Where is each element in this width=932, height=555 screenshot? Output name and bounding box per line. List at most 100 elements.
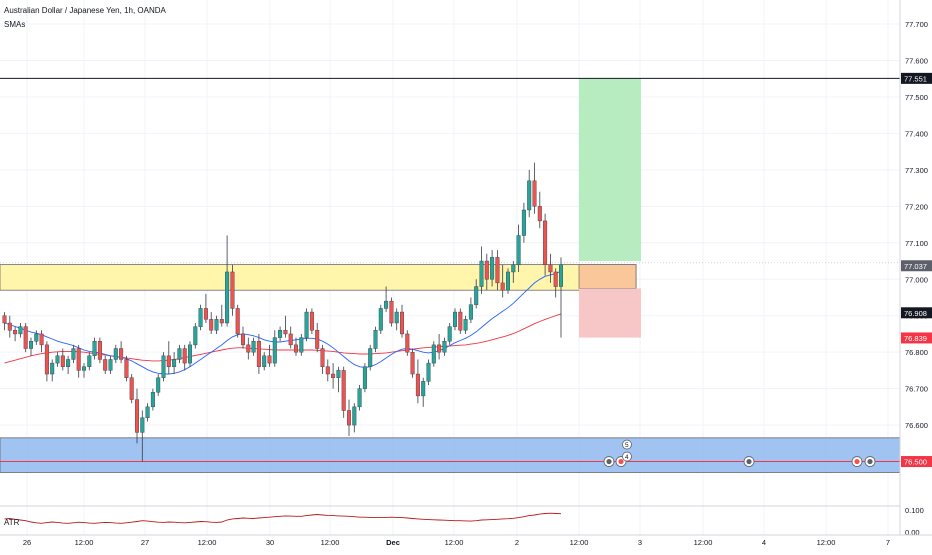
candle bbox=[559, 257, 564, 338]
candle bbox=[124, 355, 129, 382]
candle bbox=[378, 304, 383, 334]
time-tick-label: 7 bbox=[886, 538, 890, 547]
price-badge-box bbox=[901, 456, 932, 468]
candle-body bbox=[415, 373, 420, 397]
atr-legend[interactable]: ATR bbox=[4, 518, 20, 527]
candle bbox=[447, 323, 452, 345]
candle bbox=[225, 235, 230, 327]
candle bbox=[50, 359, 55, 382]
candle bbox=[521, 202, 526, 243]
candle-body bbox=[495, 257, 500, 284]
candle-body bbox=[362, 366, 367, 389]
price-badge-box bbox=[901, 307, 932, 319]
event-count-circle bbox=[622, 451, 632, 462]
price-badge: 76.908 bbox=[901, 307, 932, 319]
candle bbox=[240, 326, 245, 349]
price-badge-label: 76.839 bbox=[904, 334, 927, 343]
price-badge: 76.839 bbox=[901, 332, 932, 344]
candle bbox=[246, 337, 251, 360]
event-count-label: 5 bbox=[625, 442, 629, 449]
atr-tick-label: 0.00 bbox=[905, 528, 920, 537]
event-marker-icon bbox=[743, 456, 755, 467]
sma-slow-line bbox=[4, 313, 562, 364]
candle-body bbox=[400, 311, 405, 335]
candle-body bbox=[108, 359, 113, 371]
candle-body bbox=[468, 304, 473, 320]
candle-body bbox=[39, 333, 44, 346]
candle bbox=[187, 341, 192, 367]
candle-body bbox=[521, 209, 526, 236]
candle-body bbox=[479, 260, 484, 287]
price-badge: 77.037 bbox=[901, 260, 932, 272]
time-tick-label: 12:00 bbox=[321, 538, 340, 547]
event-count-badge: 5 bbox=[622, 439, 632, 450]
candle-body bbox=[426, 362, 431, 382]
candle-body bbox=[484, 260, 489, 280]
indicator-legend-sma[interactable]: SMAs bbox=[4, 20, 26, 29]
candle bbox=[103, 355, 108, 375]
event-marker-icon bbox=[851, 456, 863, 467]
candle bbox=[453, 308, 458, 331]
candle-body bbox=[532, 180, 537, 207]
price-badge-label: 77.037 bbox=[904, 262, 927, 271]
candle bbox=[495, 250, 500, 291]
candle-body bbox=[553, 271, 558, 287]
time-tick-label: 12:00 bbox=[694, 538, 713, 547]
candle-body bbox=[198, 308, 203, 327]
event-count-circle bbox=[622, 439, 632, 450]
candle-body bbox=[97, 341, 102, 360]
stop-zone bbox=[579, 288, 641, 338]
symbol-title[interactable]: Australian Dollar / Japanese Yen, 1h, OA… bbox=[4, 6, 166, 15]
candle bbox=[415, 359, 420, 404]
candle bbox=[474, 279, 479, 309]
candle-body bbox=[283, 330, 288, 335]
candle-body bbox=[193, 326, 198, 346]
candle bbox=[309, 308, 314, 334]
event-count-label: 4 bbox=[625, 454, 629, 461]
event-marker-dot bbox=[618, 458, 624, 465]
candle-body bbox=[256, 341, 261, 367]
price-tick-label: 77.100 bbox=[905, 239, 928, 248]
sma-fast-line bbox=[4, 270, 562, 375]
candle bbox=[182, 344, 187, 371]
candle bbox=[543, 213, 548, 276]
candle bbox=[209, 312, 214, 334]
candle bbox=[320, 344, 325, 375]
candle-body bbox=[182, 348, 187, 364]
candle bbox=[352, 403, 357, 433]
time-tick-label: 12:00 bbox=[570, 538, 589, 547]
candle bbox=[357, 384, 362, 411]
candle bbox=[76, 344, 81, 378]
candle bbox=[2, 312, 7, 331]
candle bbox=[553, 268, 558, 298]
candle-body bbox=[55, 355, 60, 364]
candle-body bbox=[559, 264, 564, 287]
candle bbox=[203, 293, 208, 323]
candle-body bbox=[13, 330, 18, 335]
candle-body bbox=[187, 344, 192, 364]
candle bbox=[71, 344, 76, 364]
candle-body bbox=[543, 220, 548, 265]
target-zone bbox=[579, 78, 641, 262]
candle bbox=[442, 337, 447, 356]
candle-body bbox=[23, 326, 28, 349]
event-marker-dot bbox=[606, 458, 612, 465]
time-tick-label: 30 bbox=[266, 538, 274, 547]
candle bbox=[97, 337, 102, 364]
event-marker-icon bbox=[615, 456, 627, 467]
candle-body bbox=[294, 344, 299, 353]
candle-body bbox=[315, 330, 320, 349]
candle-body bbox=[278, 330, 283, 338]
candle-body bbox=[225, 271, 230, 324]
candle-body bbox=[336, 370, 341, 378]
candle bbox=[113, 344, 118, 364]
candle bbox=[60, 348, 65, 371]
price-tick-label: 76.700 bbox=[905, 385, 928, 394]
price-badge: 76.500 bbox=[901, 456, 932, 468]
candle-body bbox=[516, 235, 521, 265]
candle-body bbox=[320, 348, 325, 367]
candle bbox=[219, 304, 224, 327]
candle-body bbox=[203, 308, 208, 320]
price-badge-box bbox=[901, 72, 932, 84]
